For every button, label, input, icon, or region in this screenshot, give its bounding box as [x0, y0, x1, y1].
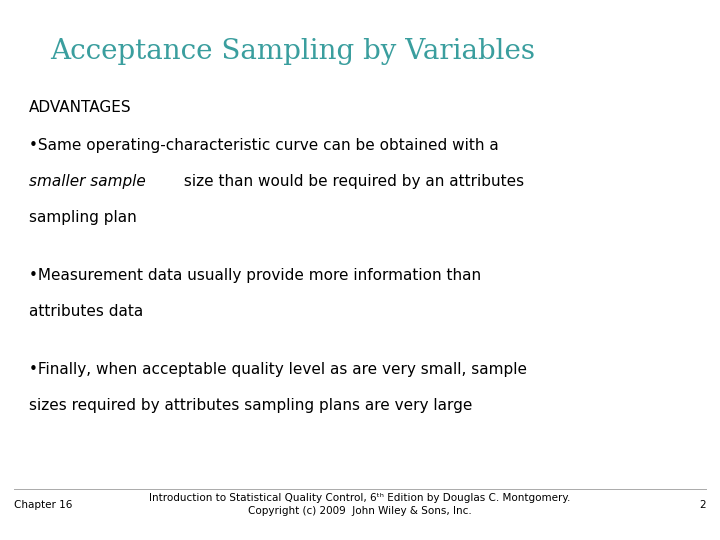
Text: •Measurement data usually provide more information than: •Measurement data usually provide more i… [29, 268, 481, 283]
Text: ADVANTAGES: ADVANTAGES [29, 100, 132, 115]
Text: Chapter 16: Chapter 16 [14, 500, 73, 510]
Text: size than would be required by an attributes: size than would be required by an attrib… [179, 174, 525, 189]
Text: 2: 2 [699, 500, 706, 510]
Text: Acceptance Sampling by Variables: Acceptance Sampling by Variables [50, 38, 536, 65]
Text: Introduction to Statistical Quality Control, 6ᵗʰ Edition by Douglas C. Montgomer: Introduction to Statistical Quality Cont… [149, 494, 571, 516]
Text: •Finally, when acceptable quality level as are very small, sample: •Finally, when acceptable quality level … [29, 362, 527, 377]
Text: attributes data: attributes data [29, 304, 143, 319]
Text: smaller sample: smaller sample [29, 174, 145, 189]
Text: sizes required by attributes sampling plans are very large: sizes required by attributes sampling pl… [29, 398, 472, 413]
Text: •Same operating-characteristic curve can be obtained with a: •Same operating-characteristic curve can… [29, 138, 498, 153]
Text: sampling plan: sampling plan [29, 210, 137, 225]
